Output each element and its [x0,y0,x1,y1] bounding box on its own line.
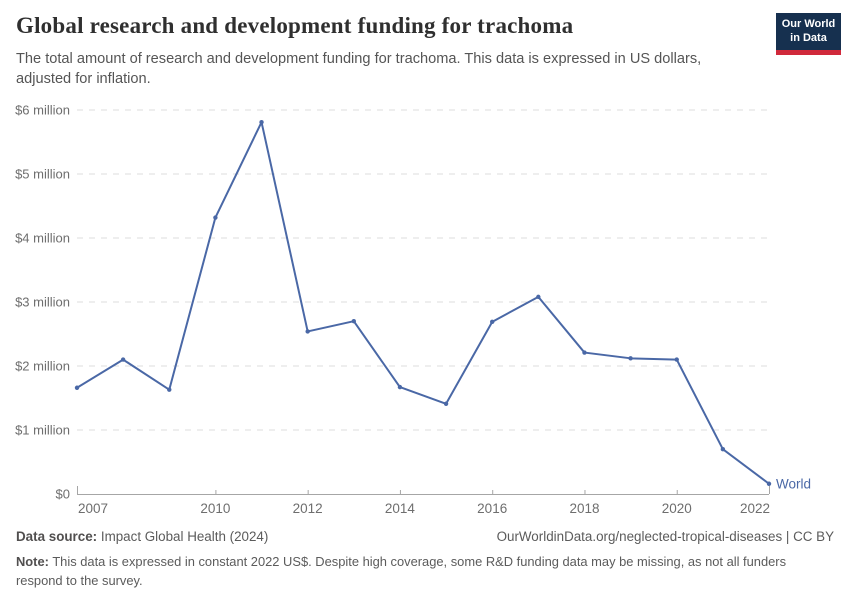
x-tick-label: 2010 [200,501,230,516]
data-point [674,357,679,362]
x-tick-label: 2012 [293,501,323,516]
y-tick-label: $3 million [15,295,70,310]
y-tick-label: $6 million [15,103,70,118]
data-point [397,384,403,390]
x-tick-label: 2018 [569,501,599,516]
chart-subtitle-line1: The total amount of research and develop… [16,51,702,67]
data-point [167,387,172,392]
data-point [74,385,80,390]
data-point [120,357,126,362]
x-tick-label: 2014 [385,501,416,516]
chart-subtitle: The total amount of research and develop… [16,50,701,90]
y-tick-label: $5 million [15,167,70,182]
owid-logo-line1: Our World [781,18,836,30]
series-label: World [776,476,811,491]
owid-logo-line2: in Data [790,32,827,45]
x-tick-label: 2020 [662,501,692,516]
data-point [490,319,495,325]
y-tick-label: $0 [56,487,70,502]
data-point [720,447,726,452]
chart-subtitle-line2: adjusted for inflation. [16,70,151,87]
chart-note-label: Note: [16,554,49,569]
x-tick-label: 2016 [477,501,507,516]
data-source-value: Impact Global Health (2024) [100,529,269,544]
chart-note-text: This data is expressed in constant 2022 … [16,554,787,589]
attribution-link[interactable]: OurWorldinData.org/neglected-tropical-di… [496,529,834,544]
chart-footer: Data source: Impact Global Health (2024)… [16,529,834,591]
data-point [536,294,541,300]
data-source: Data source: Impact Global Health (2024) [16,529,268,544]
data-line [76,121,770,485]
x-tick-label: 2007 [78,501,108,516]
data-point [443,401,449,406]
data-point [259,119,264,125]
y-tick-label: $1 million [15,423,70,438]
y-tick-label: $4 million [15,231,70,246]
x-tick-label: 2022 [740,501,770,516]
data-point [305,329,310,334]
chart-note: Note: This data is expressed in constant… [16,552,834,591]
owid-logo[interactable]: Our World in Data [776,13,841,55]
data-point [213,215,218,220]
page-title: Global research and development funding … [16,13,574,38]
data-point [582,350,587,355]
data-source-label: Data source: [16,529,98,544]
y-tick-label: $2 million [15,359,70,374]
data-point [351,319,356,324]
data-point [628,356,633,361]
data-point [766,481,772,486]
